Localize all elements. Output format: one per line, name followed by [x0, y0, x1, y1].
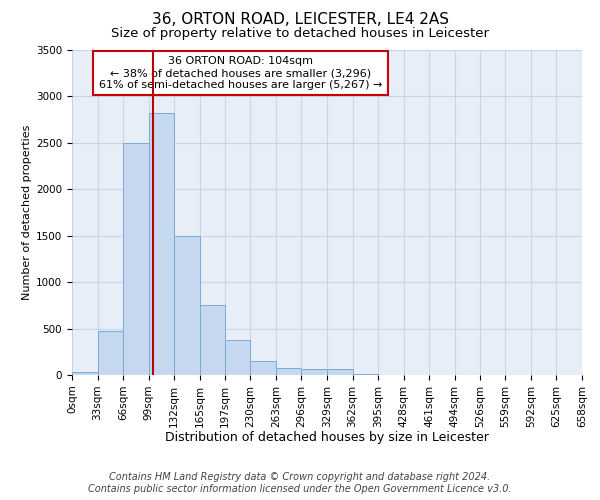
- Text: Size of property relative to detached houses in Leicester: Size of property relative to detached ho…: [111, 28, 489, 40]
- Bar: [250, 361, 276, 375]
- Bar: [72, 372, 98, 375]
- Bar: [123, 143, 149, 375]
- Text: Contains HM Land Registry data © Crown copyright and database right 2024.
Contai: Contains HM Land Registry data © Crown c…: [88, 472, 512, 494]
- X-axis label: Distribution of detached houses by size in Leicester: Distribution of detached houses by size …: [165, 431, 489, 444]
- Bar: [149, 113, 175, 375]
- Text: 36, ORTON ROAD, LEICESTER, LE4 2AS: 36, ORTON ROAD, LEICESTER, LE4 2AS: [151, 12, 449, 28]
- Bar: [200, 306, 224, 375]
- Bar: [353, 374, 378, 375]
- Bar: [301, 369, 327, 375]
- Y-axis label: Number of detached properties: Number of detached properties: [22, 125, 32, 300]
- Bar: [276, 368, 301, 375]
- Bar: [224, 340, 250, 375]
- Bar: [175, 236, 200, 375]
- Bar: [327, 369, 353, 375]
- Bar: [98, 332, 123, 375]
- Text: 36 ORTON ROAD: 104sqm
← 38% of detached houses are smaller (3,296)
61% of semi-d: 36 ORTON ROAD: 104sqm ← 38% of detached …: [98, 56, 382, 90]
